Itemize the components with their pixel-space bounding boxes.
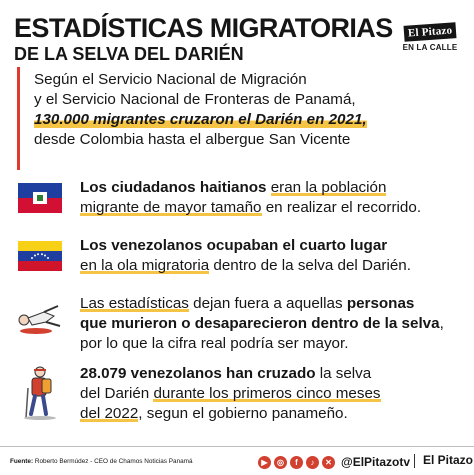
el-pitazo-logo: El Pitazo EN LA CALLE [400, 22, 460, 52]
fact1-underline: eran la población [270, 179, 387, 196]
page-title: ESTADÍSTICAS MIGRATORIAS [14, 13, 393, 43]
fact3-line3: por lo que la cifra real podría ser mayo… [80, 335, 349, 352]
page-subtitle: DE LA SELVA DEL DARIÉN [14, 44, 244, 64]
fact2-bold: Los venezolanos ocupaban el cuarto lugar [80, 237, 388, 254]
source-label: Fuente: [10, 458, 34, 465]
intro-line-2: y el Servicio Nacional de Fronteras de P… [34, 91, 356, 108]
fact1-bold: Los ciudadanos haitianos [80, 179, 267, 196]
fallen-person-icon [18, 305, 61, 334]
fact4-rest: la selva [315, 365, 372, 382]
footer: Fuente: Roberto Bermúdez - CEO de Chamos… [0, 446, 474, 475]
fact4-line3-rest: , segun el gobierno panameño. [138, 405, 348, 422]
footer-divider [414, 454, 415, 468]
intro-line-4: desde Colombia hasta el albergue San Vic… [34, 131, 351, 148]
logo-tagline: EN LA CALLE [402, 43, 458, 52]
fact1-line2-rest: en realizar el recorrido. [261, 199, 422, 216]
instagram-icon[interactable]: ◎ [274, 455, 287, 469]
fact3-line2-rest: , [439, 315, 444, 332]
hiker-icon [24, 366, 56, 420]
fact3-bold: personas [346, 295, 415, 312]
fact2-line2-underline: en la ola migratoria [80, 257, 210, 274]
fact4-line2a: del Darién [80, 385, 154, 402]
intro-line-1: Según el Servicio Nacional de Migración [34, 71, 307, 88]
fact1-line2-underline: migrante de mayor tamaño [80, 199, 262, 216]
fact4-line2-underline: durante los primeros cinco meses [153, 385, 381, 402]
venezuela-flag-icon [18, 241, 62, 271]
logo-name: El Pitazo [403, 22, 457, 42]
intro-text: Según el Servicio Nacional de Migración … [34, 70, 474, 150]
fact3-bold-line2: que murieron o desaparecieron dentro de … [80, 315, 440, 332]
tiktok-icon[interactable]: ♪ [306, 455, 319, 469]
footer-brand: El Pitazo [423, 453, 474, 467]
social-handle: @ElPitazotv [341, 455, 411, 469]
fact2-line2-rest: dentro de la selva del Darién. [209, 257, 411, 274]
social-links: ▶ ◎ f ♪ ✕ @ElPitazotv [258, 454, 410, 470]
fact3-underline: Las estadísticas [80, 295, 189, 312]
intro-highlight: 130.000 migrantes cruzaron el Darién en … [34, 111, 367, 128]
fact4-bold: 28.079 venezolanos han cruzado [80, 365, 316, 382]
fact4-line3-underline: del 2022 [80, 405, 139, 422]
haiti-flag-icon [18, 183, 62, 213]
fact3-rest: dejan fuera a aquellas [188, 295, 347, 312]
intro-block: Según el Servicio Nacional de Migración … [17, 67, 468, 170]
source-text: Roberto Bermúdez - CEO de Chamos Noticia… [33, 458, 193, 465]
source-credit: Fuente: Roberto Bermúdez - CEO de Chamos… [10, 458, 193, 465]
twitter-icon[interactable]: ✕ [322, 455, 335, 469]
facebook-icon[interactable]: f [290, 455, 303, 469]
youtube-icon[interactable]: ▶ [258, 455, 271, 469]
